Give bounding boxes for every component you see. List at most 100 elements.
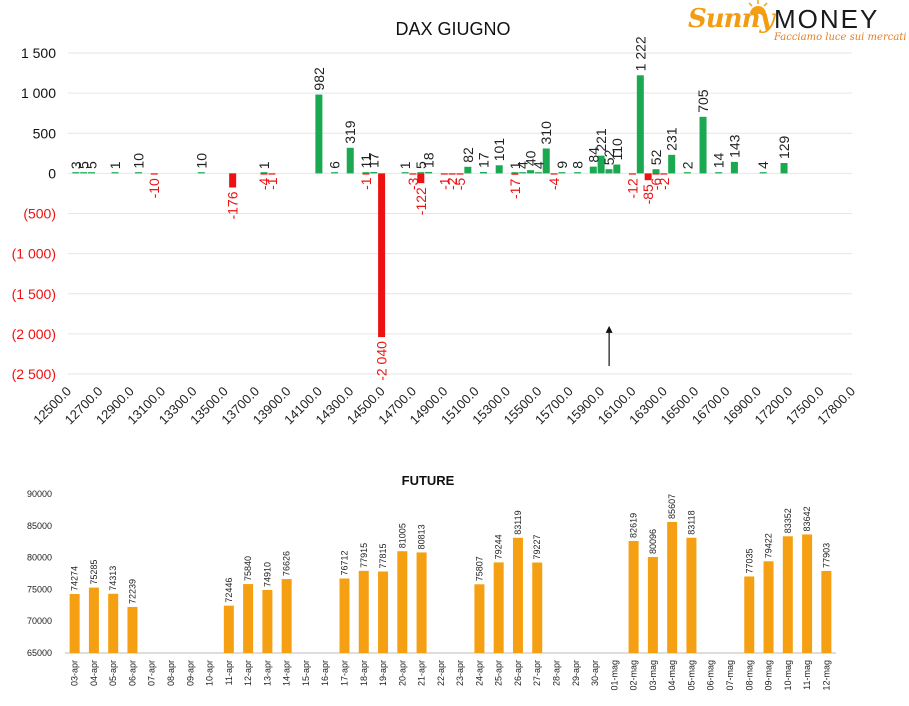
future-bar <box>397 551 408 653</box>
future-chart-x-axis: 03-apr 04-apr 05-apr 06-apr 07-apr 08-apr 09-a… <box>70 660 832 691</box>
future-x-tick-label: 14-apr <box>282 660 292 686</box>
future-chart-y-axis: 90000 85000 80000 75000 70000 65000 <box>27 489 52 658</box>
future-x-tick-label: 04-apr <box>89 660 99 686</box>
sun-icon <box>748 0 768 14</box>
top-data-label: 143 <box>726 134 742 158</box>
future-x-tick-label: 06-apr <box>127 660 137 686</box>
future-data-label: 75840 <box>243 556 253 581</box>
future-x-tick-label: 29-apr <box>571 660 581 686</box>
future-x-tick-label: 16-apr <box>320 660 330 686</box>
future-data-label: 82619 <box>629 513 639 538</box>
future-bar <box>243 584 254 653</box>
top-bar <box>370 172 378 174</box>
future-bar <box>744 576 755 653</box>
top-data-label: 1 <box>107 161 123 169</box>
future-x-tick-label: 18-apr <box>359 660 369 686</box>
top-bar <box>72 172 80 174</box>
future-data-label: 83119 <box>513 510 523 534</box>
top-data-label: 14 <box>711 152 727 168</box>
top-data-label: -2 <box>656 177 672 190</box>
top-bar <box>652 173 660 175</box>
top-data-label: -1 <box>436 177 452 190</box>
top-data-label: 5 <box>413 161 429 169</box>
top-bar <box>417 172 425 174</box>
top-chart-y-axis: 1 500 1 000 500 0 (500) (1 000) (1 500) (2 000)… <box>12 45 57 382</box>
top-data-label: 52 <box>648 149 664 165</box>
top-bar <box>759 172 767 174</box>
top-data-label: 1 <box>256 161 272 169</box>
future-bar <box>802 534 813 653</box>
future-x-tick-label: 08-apr <box>166 660 176 686</box>
future-x-tick-label: 02-mag <box>629 660 639 691</box>
top-bar <box>668 154 676 174</box>
future-x-tick-label: 09-apr <box>185 660 195 686</box>
top-data-label: -6 <box>648 178 664 191</box>
future-x-tick-label: 15-apr <box>301 660 311 686</box>
top-chart-bars <box>72 75 788 338</box>
top-data-label: 221 <box>593 128 609 152</box>
future-bar <box>416 552 427 653</box>
arrow-up-icon <box>605 325 613 333</box>
future-bar <box>647 556 658 653</box>
top-data-label: -122 <box>413 187 429 215</box>
top-data-label: -1 <box>358 177 374 190</box>
future-data-label: 76712 <box>339 550 349 575</box>
top-data-label: 84 <box>585 147 601 163</box>
future-data-label: 81005 <box>397 523 407 548</box>
top-chart-gridlines <box>68 52 852 375</box>
top-bar <box>660 173 668 175</box>
future-x-tick-label: 22-apr <box>436 660 446 686</box>
future-x-tick-label: 23-apr <box>455 660 465 686</box>
future-bar <box>493 562 504 653</box>
top-bar <box>480 172 488 174</box>
top-data-label: -5 <box>452 178 468 191</box>
top-bar <box>574 172 582 174</box>
future-x-tick-label: 01-mag <box>609 660 619 691</box>
top-bar <box>111 172 119 174</box>
future-x-tick-label: 03-mag <box>648 660 658 691</box>
top-bar <box>417 173 425 184</box>
future-x-tick-label: 11-mag <box>802 660 812 690</box>
top-bar <box>511 173 519 175</box>
future-data-label: 83642 <box>802 506 812 531</box>
top-data-label: -17 <box>507 179 523 199</box>
top-data-label: 5 <box>84 161 100 169</box>
top-data-label: 6 <box>327 161 343 169</box>
future-x-tick-label: 27-apr <box>532 660 542 686</box>
top-data-label: -85 <box>640 184 656 204</box>
future-bar <box>474 584 485 653</box>
top-bar <box>197 172 205 174</box>
future-x-tick-label: 24-apr <box>474 660 484 686</box>
future-data-label: 75285 <box>89 560 99 585</box>
top-data-label: -1 <box>264 177 280 190</box>
future-bar <box>281 579 292 653</box>
top-data-label: 310 <box>538 121 554 145</box>
top-y-tick-label: (500) <box>23 206 56 222</box>
top-bar <box>495 165 503 174</box>
future-chart-title: FUTURE <box>402 473 455 488</box>
future-bar <box>628 540 639 653</box>
top-data-label: -3 <box>405 177 421 190</box>
future-y-tick-label: 70000 <box>27 616 52 626</box>
future-x-tick-label: 10-mag <box>783 660 793 691</box>
top-bar <box>644 173 652 181</box>
top-bar <box>597 155 605 174</box>
top-bar <box>229 173 237 188</box>
future-chart-bars <box>69 521 832 653</box>
top-data-label: 982 <box>311 67 327 91</box>
top-bar <box>440 173 448 175</box>
top-y-tick-label: 500 <box>33 125 57 141</box>
future-x-tick-label: 04-mag <box>667 660 677 691</box>
future-data-label: 74910 <box>262 562 272 587</box>
top-y-tick-label: 1 500 <box>21 45 56 61</box>
future-data-label: 80813 <box>417 524 427 549</box>
top-data-label: 4 <box>515 161 531 169</box>
top-bar <box>730 161 738 174</box>
top-data-label: 9 <box>554 161 570 169</box>
top-bar <box>425 171 433 174</box>
future-data-label: 75807 <box>474 556 484 581</box>
top-data-label: -4 <box>546 177 562 190</box>
top-data-label: 8 <box>570 161 586 169</box>
